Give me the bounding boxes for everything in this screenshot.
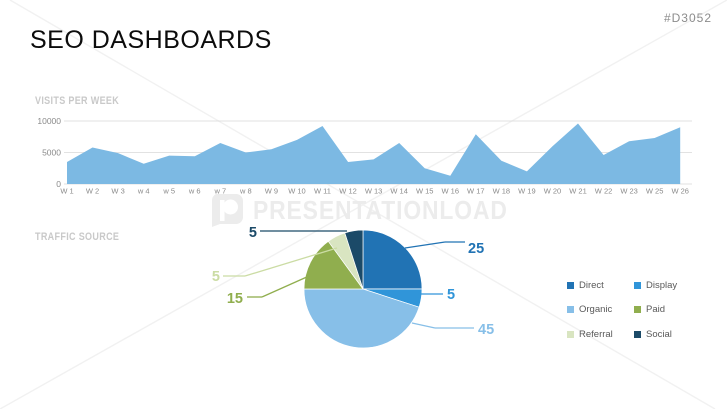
x-tick-label: w 8 (239, 187, 252, 196)
x-tick-label: W 23 (620, 187, 638, 196)
callout-line-paid (261, 271, 319, 298)
watermark: PRESENTATIONLOAD (212, 194, 542, 227)
legend-item-paid: Paid (634, 298, 697, 323)
slide-id-tag: #D3052 (663, 11, 712, 25)
callout-value-display: 5 (447, 287, 455, 303)
x-tick-label: W 26 (671, 187, 689, 196)
x-tick-label: w 7 (213, 187, 226, 196)
y-tick-label: 5000 (42, 148, 61, 158)
x-tick-label: W 13 (365, 187, 383, 196)
visits-area-chart: 10000 5000 0W 1 W 2 W 3 w 4 w 5 w 6 w 7 w 8 W 9 W 1… (37, 116, 692, 196)
callout-line-direct (404, 241, 446, 249)
x-tick-label: w 4 (137, 187, 150, 196)
x-tick-label: W 10 (288, 187, 306, 196)
legend-item-referral: Referral (567, 322, 634, 347)
legend-swatch-direct (567, 281, 574, 289)
traffic-pie-chart: 25 5 45 15 5 5 (212, 225, 494, 349)
x-tick-label: W 18 (493, 187, 511, 196)
slide-title: SEO DASHBOARDS (30, 26, 272, 54)
callout-line-referral (244, 247, 338, 277)
x-tick-label: W 11 (314, 187, 331, 196)
callout-value-direct: 25 (468, 241, 484, 257)
visits-heading-label: VISITS PER WEEK (35, 95, 120, 107)
callout-line-organic (411, 322, 436, 329)
legend-item-social: Social (634, 322, 697, 347)
x-tick-label: W 1 (60, 187, 73, 196)
callout-value-organic: 45 (478, 322, 494, 338)
x-tick-label: W 16 (441, 187, 459, 196)
x-tick-label: w 6 (188, 187, 201, 196)
x-tick-label: W 19 (518, 187, 536, 196)
legend-swatch-paid (634, 306, 641, 314)
y-tick-label: 10000 (37, 116, 61, 126)
x-tick-label: W 15 (416, 187, 434, 196)
traffic-section-heading: TRAFFIC SOURCE (35, 227, 138, 245)
callout-value-referral: 5 (212, 269, 220, 285)
legend-item-organic: Organic (567, 298, 634, 323)
visits-section-heading: VISITS PER WEEK (35, 91, 138, 109)
x-tick-label: w 5 (162, 187, 175, 196)
callout-value-social: 5 (249, 225, 257, 241)
x-tick-label: W 20 (544, 187, 562, 196)
legend-swatch-referral (567, 330, 574, 338)
legend-label-referral: Referral (579, 328, 613, 340)
legend-item-direct: Direct (567, 273, 634, 298)
legend-label-direct: Direct (579, 279, 604, 291)
x-tick-label: W 9 (265, 187, 278, 196)
x-tick-label: W 22 (595, 187, 613, 196)
pie-slice-social (344, 229, 364, 290)
watermark-text: PRESENTATIONLOAD (253, 195, 508, 225)
visits-area-series (67, 123, 681, 184)
presentationload-logo-icon (212, 194, 243, 227)
pie-slice-direct (362, 229, 423, 290)
x-tick-label: W 25 (646, 187, 664, 196)
legend-swatch-social (634, 330, 641, 338)
legend-swatch-display (634, 281, 641, 289)
callout-value-paid: 15 (227, 291, 243, 307)
pie-slice-organic (303, 288, 420, 349)
pie-legend: Direct Display Organic Paid Referral Social (567, 273, 697, 347)
x-tick-label: W 17 (467, 187, 485, 196)
legend-label-organic: Organic (579, 304, 613, 316)
y-tick-label: 0 (56, 179, 61, 189)
x-tick-label: W 3 (111, 187, 124, 196)
x-tick-label: W 21 (569, 187, 587, 196)
x-tick-label: W 14 (390, 187, 408, 196)
legend-swatch-organic (567, 306, 574, 314)
traffic-heading-label: TRAFFIC SOURCE (35, 231, 120, 243)
legend-label-social: Social (646, 328, 672, 340)
legend-label-paid: Paid (646, 304, 666, 316)
x-tick-label: W 2 (86, 187, 99, 196)
legend-label-display: Display (646, 279, 678, 291)
legend-item-display: Display (634, 273, 697, 298)
x-tick-label: W 12 (339, 187, 357, 196)
